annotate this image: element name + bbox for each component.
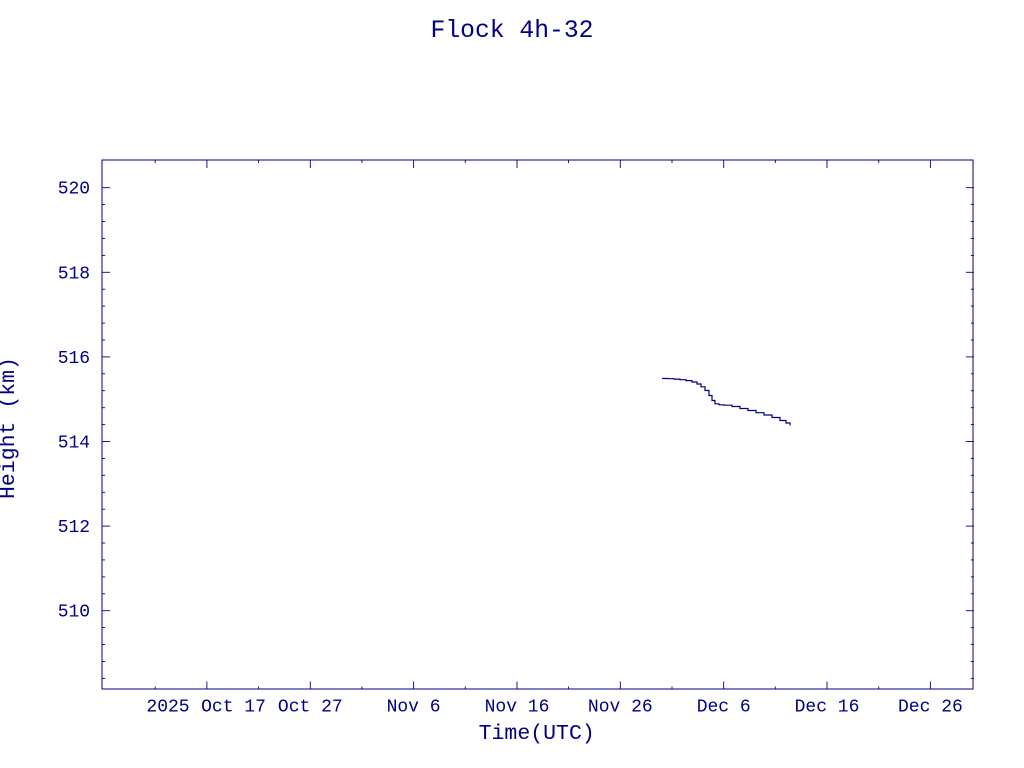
svg-text:Nov 26: Nov 26	[588, 698, 653, 718]
svg-text:512: 512	[58, 518, 90, 538]
svg-text:Dec 26: Dec 26	[898, 698, 963, 718]
svg-text:520: 520	[58, 180, 90, 200]
svg-text:518: 518	[58, 264, 90, 284]
svg-text:516: 516	[58, 349, 90, 369]
svg-text:Dec 6: Dec 6	[697, 698, 751, 718]
svg-text:Nov 16: Nov 16	[485, 698, 550, 718]
svg-text:514: 514	[58, 434, 90, 454]
svg-text:Dec 16: Dec 16	[795, 698, 860, 718]
svg-text:2025: 2025	[146, 698, 189, 718]
svg-text:Time(UTC): Time(UTC)	[479, 722, 595, 746]
svg-text:Oct 27: Oct 27	[278, 698, 343, 718]
svg-text:510: 510	[58, 603, 90, 623]
svg-text:Height (km): Height (km)	[0, 357, 21, 499]
svg-text:Flock 4h-32: Flock 4h-32	[431, 17, 594, 45]
svg-text:Nov 6: Nov 6	[387, 698, 441, 718]
svg-text:Oct 17: Oct 17	[201, 698, 266, 718]
